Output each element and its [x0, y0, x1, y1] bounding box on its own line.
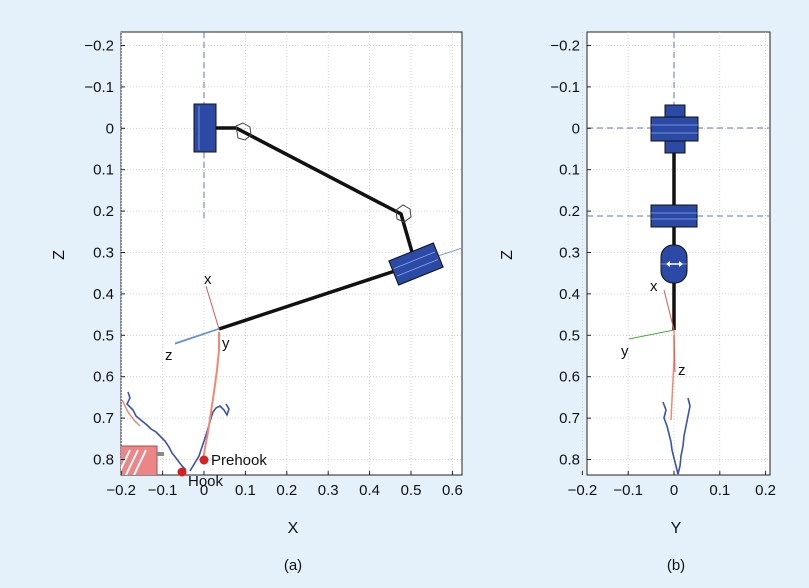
joint-wrist: [395, 204, 412, 223]
z-tick-label: 0.1: [559, 162, 580, 179]
panel-a-ylabel: Z: [51, 250, 68, 260]
frame-a-y-label: y: [222, 335, 230, 352]
h-tick-label: 0.3: [318, 482, 339, 499]
frame-a-z-axis: [174, 328, 220, 345]
h-tick-label: 0.5: [401, 482, 422, 499]
obstacle: [121, 445, 164, 475]
z-tick-label: 0.3: [93, 245, 114, 262]
z-tick-label: 0.5: [93, 327, 114, 344]
z-tick-label: 0: [572, 120, 580, 137]
h-tick-label: 0: [200, 482, 208, 499]
z-tick-label: 0.8: [93, 452, 114, 469]
frame-b-y-axis: [628, 329, 675, 340]
h-tick-label: −0.1: [148, 482, 178, 499]
z-tick-label: 0.7: [93, 410, 114, 427]
frame-b-z-label: z: [678, 362, 686, 379]
panel-b: x y z −0.2−0.100.10.20.30.40.50.60.70.8−…: [499, 31, 776, 574]
h-tick-label: 0.1: [709, 482, 730, 499]
h-tick-label: 0.2: [276, 482, 297, 499]
panel-a-xlabel: X: [288, 520, 299, 537]
z-tick-label: 0.7: [559, 410, 580, 427]
frame-b-y-label: y: [621, 343, 629, 360]
frame-a-x-label: x: [204, 271, 212, 288]
z-tick-label: 0.8: [559, 452, 580, 469]
z-tick-label: 0.1: [93, 162, 114, 179]
h-tick-label: −0.1: [613, 482, 643, 499]
z-tick-label: −0.1: [84, 79, 114, 96]
z-tick-label: 0: [106, 120, 114, 137]
z-tick-label: 0.6: [559, 369, 580, 386]
hook-marker: [177, 467, 187, 477]
h-tick-label: −0.2: [568, 482, 598, 499]
z-tick-label: 0.4: [559, 286, 580, 303]
frame-b-z-axis: [673, 329, 676, 373]
z-tick-label: 0.2: [93, 203, 114, 220]
trajectory-left: [126, 391, 187, 471]
h-tick-label: 0.1: [235, 482, 256, 499]
wrist-block-b: [660, 244, 688, 284]
gripper-block: [388, 242, 444, 286]
trajectory-left-red: [121, 399, 141, 427]
trajectory-b-red: [670, 335, 675, 421]
frame-b-x-label: x: [650, 278, 658, 295]
z-tick-label: −0.1: [550, 79, 580, 96]
h-tick-label: 0.6: [442, 482, 463, 499]
z-tick-label: 0.2: [559, 203, 580, 220]
z-tick-label: −0.2: [550, 38, 580, 55]
h-tick-label: 0: [670, 482, 678, 499]
panel-a-plot-area: [120, 31, 463, 476]
z-tick-label: 0.3: [559, 245, 580, 262]
hook-label: Hook: [188, 473, 224, 490]
arm-link-upper: [215, 126, 414, 253]
h-tick-label: 0.4: [359, 482, 380, 499]
panel-a-grid: [120, 32, 462, 475]
base-block-b: [650, 104, 699, 154]
panel-a-ticks: −0.2 −0.1 0 0.1 0.2 0.3 0.4 0.5 0.6 0.7 0.8 −0.2 −0.…: [84, 38, 462, 500]
frame-b-x-axis: [663, 289, 675, 331]
z-tick-label: 0.6: [93, 369, 114, 386]
panel-b-ticks: −0.2 −0.1 0 0.1 0.2 0.3 0.4 0.5 0.6 0.7 0.8 −0.2 −0.…: [550, 38, 776, 500]
z-tick-label: 0.5: [559, 327, 580, 344]
elbow-block-b: [650, 204, 698, 228]
panel-b-caption: (b): [667, 557, 685, 574]
h-tick-label: −0.2: [106, 482, 136, 499]
trajectory-b: [662, 397, 691, 475]
base-block: [193, 103, 217, 153]
frame-a-z-label: z: [165, 347, 173, 364]
z-tick-label: 0.4: [93, 286, 114, 303]
panel-b-xlabel: Y: [671, 520, 682, 537]
panel-b-ylabel: Z: [499, 250, 516, 260]
frame-a-x-axis: [205, 285, 220, 330]
z-tick-label: −0.2: [84, 38, 114, 55]
h-tick-label: 0.2: [755, 482, 776, 499]
arm-link-lower: [218, 266, 405, 331]
prehook-label: Prehook: [211, 452, 267, 469]
panel-a-caption: (a): [284, 557, 302, 574]
prehook-marker: [199, 455, 209, 465]
joint-elbow: [235, 122, 252, 141]
panel-a: x y z Prehook Hook −0.2 −0.1 0 0.1 0.2 0.3 0.4…: [51, 31, 463, 574]
trajectory-approach: [202, 332, 220, 461]
